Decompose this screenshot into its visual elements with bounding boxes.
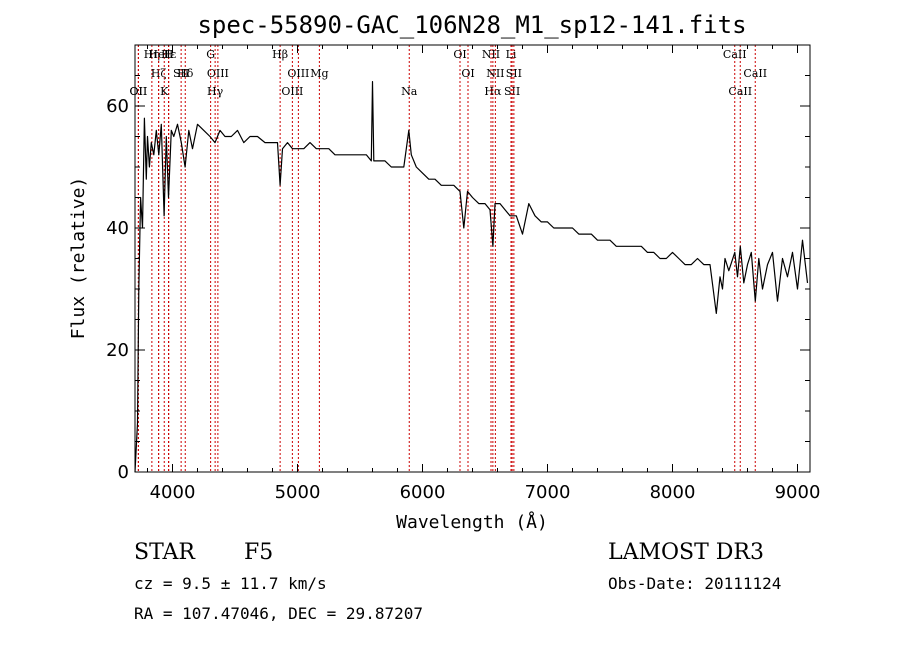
observation-date: Obs-Date: 20111124 xyxy=(608,574,782,593)
line-marker-label-25: SII xyxy=(506,67,522,80)
line-marker-label-28: CaII xyxy=(743,67,767,80)
line-marker-label-19: OI xyxy=(461,67,474,80)
line-marker-label-2: K xyxy=(160,85,169,98)
line-marker-label-10: OIII xyxy=(207,67,229,80)
x-tick-label-2: 6000 xyxy=(400,482,446,503)
line-marker-label-6: HeI xyxy=(148,48,168,61)
y-axis-label: Flux (relative) xyxy=(68,177,89,340)
chart-title: spec-55890-GAC_106N28_M1_sp12-141.fits xyxy=(197,11,746,39)
y-tick-label-2: 40 xyxy=(106,218,129,239)
spectral-subclass: F5 xyxy=(244,540,274,565)
line-marker-label-11: Hγ xyxy=(207,85,224,98)
plot-frame xyxy=(134,44,811,473)
line-marker-label-13: OIII xyxy=(287,67,309,80)
line-marker-label-23: SII xyxy=(504,85,520,98)
line-marker-label-17: Na xyxy=(401,85,418,98)
line-marker-label-12: G xyxy=(206,48,215,61)
line-marker-label-20: Hα xyxy=(484,85,502,98)
x-tick-label-4: 8000 xyxy=(650,482,696,503)
line-marker-label-24: Li xyxy=(506,48,517,61)
line-marker-label-8: OII xyxy=(130,85,148,98)
line-marker-label-15: Hβ xyxy=(272,48,288,61)
line-marker-label-18: OI xyxy=(453,48,466,61)
line-marker-label-14: OIII xyxy=(281,85,303,98)
line-marker-label-16: Mg xyxy=(310,67,328,80)
x-axis-label: Wavelength (Å) xyxy=(396,511,548,533)
line-marker-label-21: NII xyxy=(482,48,500,61)
x-tick-label-5: 9000 xyxy=(775,482,821,503)
spectrum-line xyxy=(134,80,809,473)
y-tick-label-0: 0 xyxy=(118,462,129,483)
line-marker-label-27: CaII xyxy=(723,48,747,61)
y-tick-label-1: 20 xyxy=(106,340,129,361)
line-marker-label-22: NII xyxy=(486,67,504,80)
coordinates-readout: RA = 107.47046, DEC = 29.87207 xyxy=(134,604,423,623)
redshift-readout: cz = 9.5 ± 11.7 km/s xyxy=(134,574,327,593)
line-marker-label-0: Hη xyxy=(144,48,160,61)
line-marker-label-5: OII xyxy=(130,85,148,98)
line-marker-label-26: CaII xyxy=(728,85,752,98)
x-tick-label-1: 5000 xyxy=(275,482,321,503)
x-tick-label-0: 4000 xyxy=(150,482,196,503)
y-tick-label-3: 60 xyxy=(106,96,129,117)
line-marker-label-7: SII xyxy=(173,67,189,80)
line-marker-label-9: Hε xyxy=(161,48,177,61)
survey-name: LAMOST DR3 xyxy=(608,540,764,565)
object-class: STAR xyxy=(134,540,195,565)
x-tick-label-3: 7000 xyxy=(525,482,571,503)
